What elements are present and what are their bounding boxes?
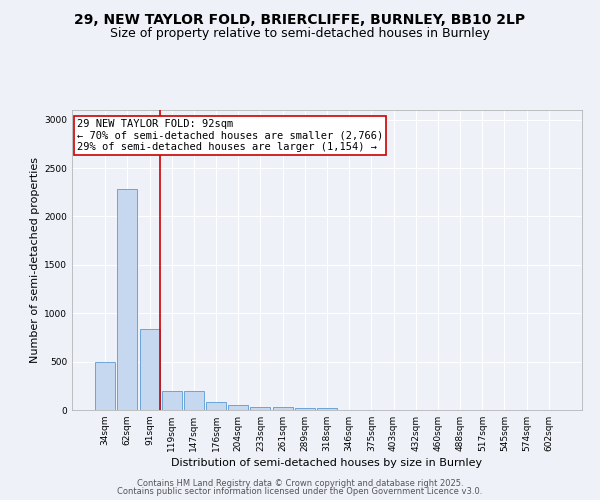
- Bar: [272, 407, 293, 410]
- Bar: [140, 328, 160, 410]
- Text: Contains public sector information licensed under the Open Government Licence v3: Contains public sector information licen…: [118, 487, 482, 496]
- Text: Contains HM Land Registry data © Crown copyright and database right 2025.: Contains HM Land Registry data © Crown c…: [137, 478, 463, 488]
- Bar: [317, 408, 337, 410]
- X-axis label: Distribution of semi-detached houses by size in Burnley: Distribution of semi-detached houses by …: [172, 458, 482, 468]
- Y-axis label: Number of semi-detached properties: Number of semi-detached properties: [30, 157, 40, 363]
- Bar: [250, 406, 271, 410]
- Bar: [206, 402, 226, 410]
- Text: 29, NEW TAYLOR FOLD, BRIERCLIFFE, BURNLEY, BB10 2LP: 29, NEW TAYLOR FOLD, BRIERCLIFFE, BURNLE…: [74, 12, 526, 26]
- Bar: [162, 390, 182, 410]
- Bar: [295, 408, 315, 410]
- Bar: [95, 362, 115, 410]
- Bar: [184, 390, 204, 410]
- Bar: [118, 190, 137, 410]
- Text: 29 NEW TAYLOR FOLD: 92sqm
← 70% of semi-detached houses are smaller (2,766)
29% : 29 NEW TAYLOR FOLD: 92sqm ← 70% of semi-…: [77, 119, 383, 152]
- Text: Size of property relative to semi-detached houses in Burnley: Size of property relative to semi-detach…: [110, 28, 490, 40]
- Bar: [228, 405, 248, 410]
